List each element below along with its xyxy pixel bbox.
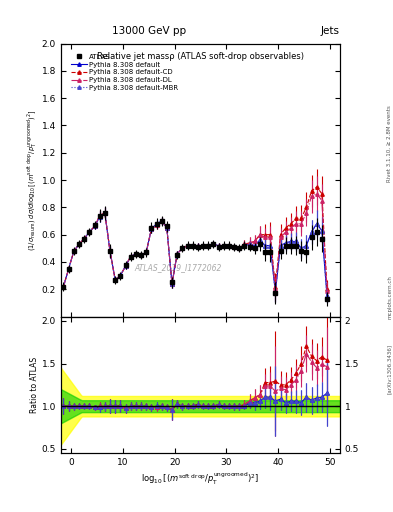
Text: mcplots.cern.ch: mcplots.cern.ch bbox=[387, 275, 392, 319]
Y-axis label: Ratio to ATLAS: Ratio to ATLAS bbox=[30, 357, 39, 413]
Text: Relative jet massρ (ATLAS soft-drop observables): Relative jet massρ (ATLAS soft-drop obse… bbox=[97, 52, 304, 61]
Legend: ATLAS, Pythia 8.308 default, Pythia 8.308 default-CD, Pythia 8.308 default-DL, P: ATLAS, Pythia 8.308 default, Pythia 8.30… bbox=[69, 52, 181, 93]
Y-axis label: $(1/\sigma_\mathrm{resum})\ d\sigma/d\log_{10}[(m^\mathrm{soft\ drop}/p_\mathrm{: $(1/\sigma_\mathrm{resum})\ d\sigma/d\lo… bbox=[26, 110, 39, 251]
Text: Rivet 3.1.10, ≥ 2.8M events: Rivet 3.1.10, ≥ 2.8M events bbox=[387, 105, 392, 182]
Text: 13000 GeV pp: 13000 GeV pp bbox=[112, 26, 186, 36]
X-axis label: $\log_{10}[(m^\mathrm{soft\ drop}/p_\mathrm{T}^\mathrm{ungroomed})^2]$: $\log_{10}[(m^\mathrm{soft\ drop}/p_\mat… bbox=[141, 471, 259, 487]
Text: ATLAS_2019_I1772062: ATLAS_2019_I1772062 bbox=[134, 263, 222, 272]
Text: Jets: Jets bbox=[321, 26, 340, 36]
Text: [arXiv:1306.3436]: [arXiv:1306.3436] bbox=[387, 344, 392, 394]
